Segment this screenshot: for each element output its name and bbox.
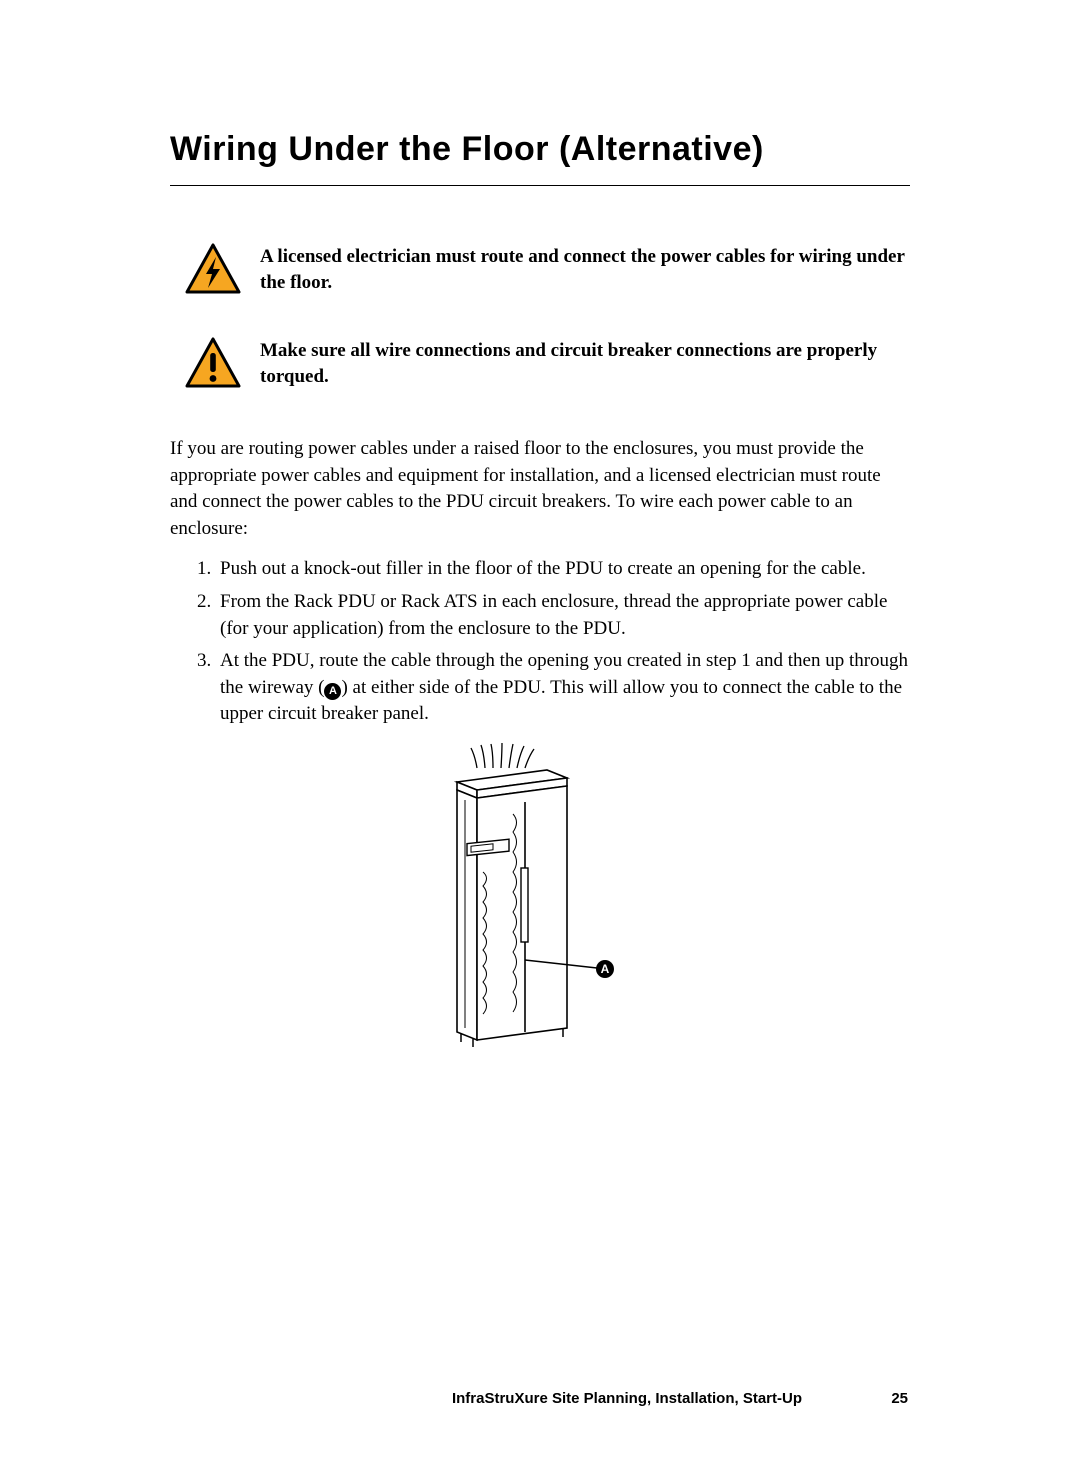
steps-list: Push out a knock-out filler in the floor… — [200, 556, 910, 728]
warning-electrical: A licensed electrician must route and co… — [184, 242, 910, 296]
warning-text-2: Make sure all wire connections and circu… — [260, 336, 910, 389]
intro-paragraph: If you are routing power cables under a … — [170, 436, 910, 542]
diagram-callout-label: A — [601, 962, 610, 976]
exclamation-triangle-icon — [184, 336, 242, 390]
warning-caution: Make sure all wire connections and circu… — [184, 336, 910, 390]
page: Wiring Under the Floor (Alternative) A l… — [0, 0, 1080, 1471]
step-item: From the Rack PDU or Rack ATS in each en… — [216, 589, 910, 642]
lightning-triangle-icon — [184, 242, 242, 296]
page-footer: InfraStruXure Site Planning, Installatio… — [0, 1390, 1080, 1407]
callout-badge-a: A — [324, 683, 341, 700]
footer-page-number: 25 — [884, 1390, 908, 1407]
warning-text-1: A licensed electrician must route and co… — [260, 242, 910, 295]
step-item: At the PDU, route the cable through the … — [216, 648, 910, 728]
page-title: Wiring Under the Floor (Alternative) — [170, 130, 910, 186]
pdu-diagram: A — [170, 742, 910, 1062]
step-item: Push out a knock-out filler in the floor… — [216, 556, 910, 583]
footer-doc-title: InfraStruXure Site Planning, Installatio… — [452, 1390, 802, 1407]
